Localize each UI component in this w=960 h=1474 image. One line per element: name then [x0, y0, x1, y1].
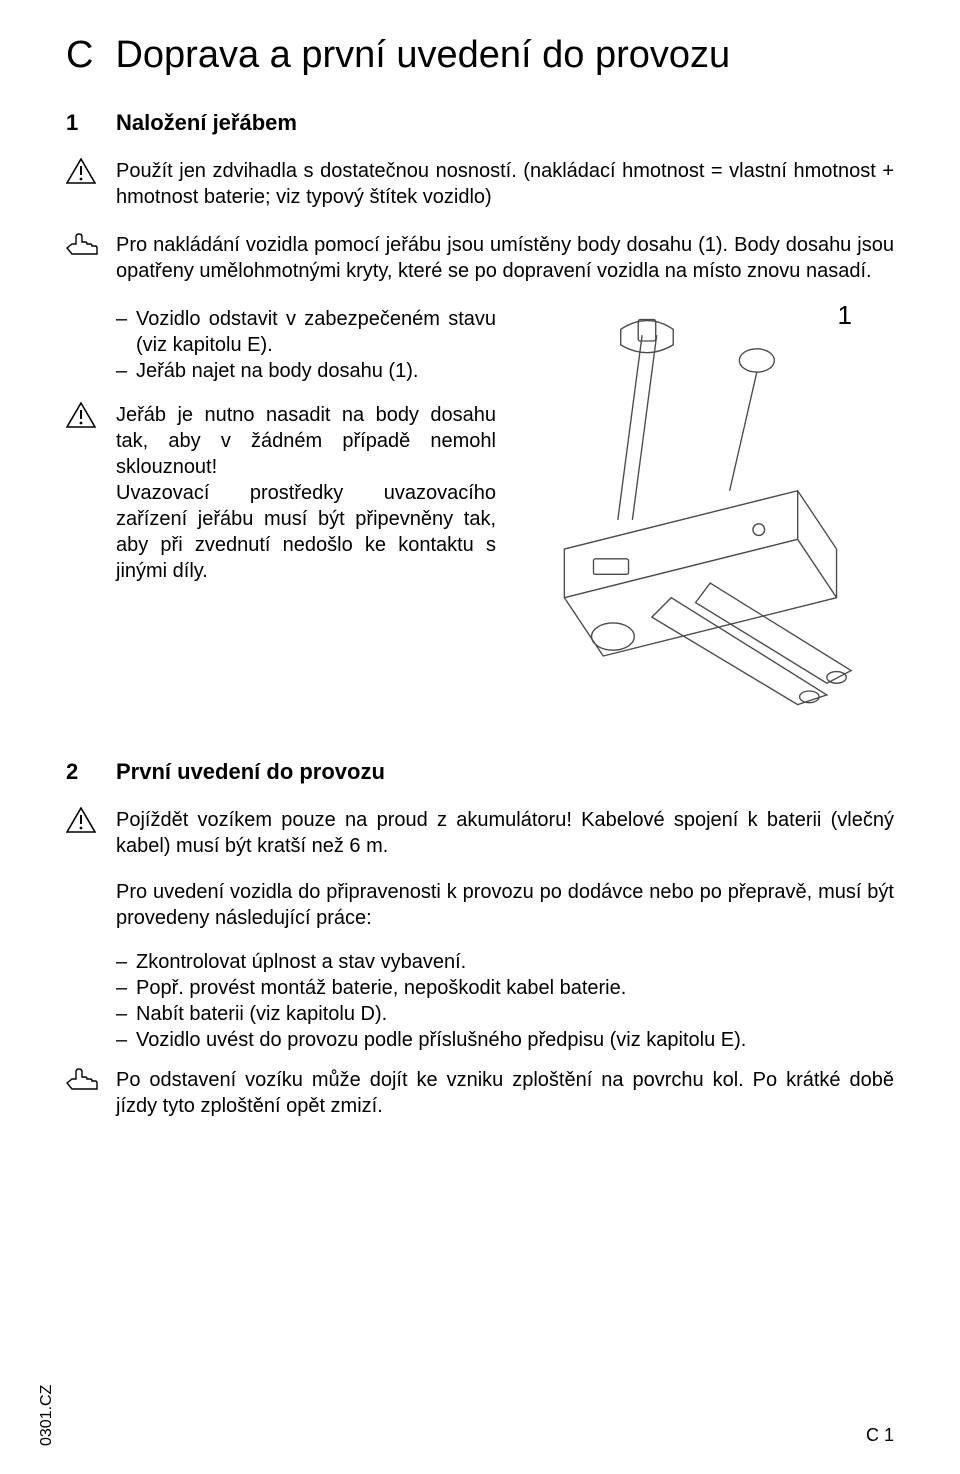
section-2-note-text: Po odstavení vozíku může dojít ke vzniku… [116, 1067, 894, 1119]
list-item: Vozidlo odstavit v zabezpečeném stavu (v… [116, 306, 496, 358]
section-1-note-1: Pro nakládání vozidla pomocí jeřábu jsou… [66, 232, 894, 284]
section-2-header: 2 První uvedení do provozu [66, 759, 894, 785]
section-2-note: Po odstavení vozíku může dojít ke vzniku… [66, 1067, 894, 1119]
illustration-area: 1 [496, 306, 894, 719]
hand-icon [66, 1067, 116, 1091]
warning-icon [66, 807, 116, 833]
section-1-bullets-a: Vozidlo odstavit v zabezpečeném stavu (v… [116, 306, 496, 384]
list-item: Jeřáb najet na body dosahu (1). [116, 358, 496, 384]
list-item: Vozidlo uvést do provozu podle příslušné… [116, 1027, 894, 1053]
revision-code: 0301.CZ [38, 1385, 56, 1446]
section-2-intro-para: Pro uvedení vozidla do připravenosti k p… [116, 879, 894, 931]
section-1-warning-2: Jeřáb je nutno nasadit na body dosahu ta… [66, 402, 496, 584]
section-2-bullets: Zkontrolovat úplnost a stav vybavení. Po… [116, 949, 894, 1053]
section-2-title: První uvedení do provozu [116, 759, 385, 785]
section-1-title: Naložení jeřábem [116, 110, 297, 136]
warning-icon [66, 402, 116, 428]
page-footer: 0301.CZ C 1 [66, 1425, 894, 1446]
section-1-two-column: Vozidlo odstavit v zabezpečeném stavu (v… [66, 306, 894, 719]
warning-2-text: Jeřáb je nutno nasadit na body dosahu ta… [116, 402, 496, 584]
list-item: Zkontrolovat úplnost a stav vybavení. [116, 949, 894, 975]
warning-icon [66, 158, 116, 184]
callout-label-1: 1 [838, 300, 852, 331]
page-number: C 1 [866, 1425, 894, 1446]
warning-1-text: Použít jen zdvihadla s dostatečnou nosno… [116, 158, 894, 210]
list-item: Nabít baterii (viz kapitolu D). [116, 1001, 894, 1027]
section-2-warning: Pojíždět vozíkem pouze na proud z akumul… [66, 807, 894, 859]
hand-icon [66, 232, 116, 256]
chapter-letter: C [66, 36, 93, 74]
section-1-number: 1 [66, 110, 116, 136]
section-1-warning-1: Použít jen zdvihadla s dostatečnou nosno… [66, 158, 894, 210]
section-2-warning-text: Pojíždět vozíkem pouze na proud z akumul… [116, 807, 894, 859]
pallet-truck-illustration [506, 306, 856, 714]
section-2-number: 2 [66, 759, 116, 785]
section-1-header: 1 Naložení jeřábem [66, 110, 894, 136]
chapter-header: C Doprava a první uvedení do provozu [66, 36, 894, 76]
list-item: Popř. provést montáž baterie, nepoškodit… [116, 975, 894, 1001]
chapter-title: Doprava a první uvedení do provozu [115, 36, 730, 76]
page: C Doprava a první uvedení do provozu 1 N… [0, 0, 960, 1474]
note-1-text: Pro nakládání vozidla pomocí jeřábu jsou… [116, 232, 894, 284]
